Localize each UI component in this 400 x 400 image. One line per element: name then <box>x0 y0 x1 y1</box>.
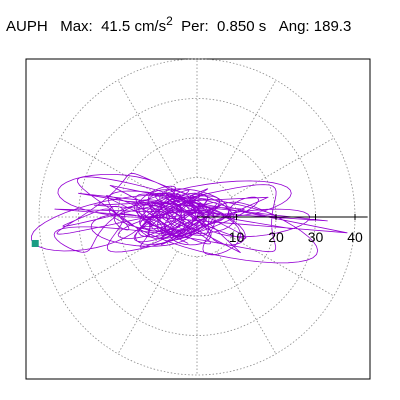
max-unit-exponent: 2 <box>166 14 173 28</box>
grid-spoke-30 <box>231 137 335 198</box>
grid-spoke-330 <box>231 236 335 297</box>
period-value: 0.850 s <box>217 18 267 35</box>
max-unit: cm/s <box>134 18 167 35</box>
grid-spoke-120 <box>117 79 178 183</box>
radial-tick-label-20: 20 <box>268 229 284 245</box>
period-label: Per: <box>181 18 209 35</box>
radial-tick-label-30: 30 <box>308 229 324 245</box>
orbit-trace <box>30 172 348 264</box>
grid-spoke-240 <box>117 251 178 355</box>
grid-spoke-150 <box>59 137 163 198</box>
angle-label: Ang: <box>278 18 310 35</box>
max-label: Max: <box>60 18 93 35</box>
grid-spoke-210 <box>59 236 163 297</box>
max-value: 41.5 <box>101 18 131 35</box>
orbit-path <box>30 172 348 264</box>
plot-frame <box>25 58 371 380</box>
radial-tick-label-10: 10 <box>229 229 245 245</box>
grid-spoke-60 <box>216 79 277 183</box>
radial-axis <box>197 214 368 220</box>
radial-tick-labels: 10 20 30 40 <box>229 229 363 245</box>
station-code: AUPH <box>6 18 48 35</box>
angle-marker-square <box>31 239 39 247</box>
angle-marker <box>31 239 39 247</box>
radial-tick-label-40: 40 <box>347 229 363 245</box>
grid-spoke-300 <box>216 251 277 355</box>
angle-value: 189.3 <box>313 18 352 35</box>
chart-header: AUPH Max: 41.5 cm/s2 Per: 0.850 s Ang: 1… <box>6 14 351 35</box>
